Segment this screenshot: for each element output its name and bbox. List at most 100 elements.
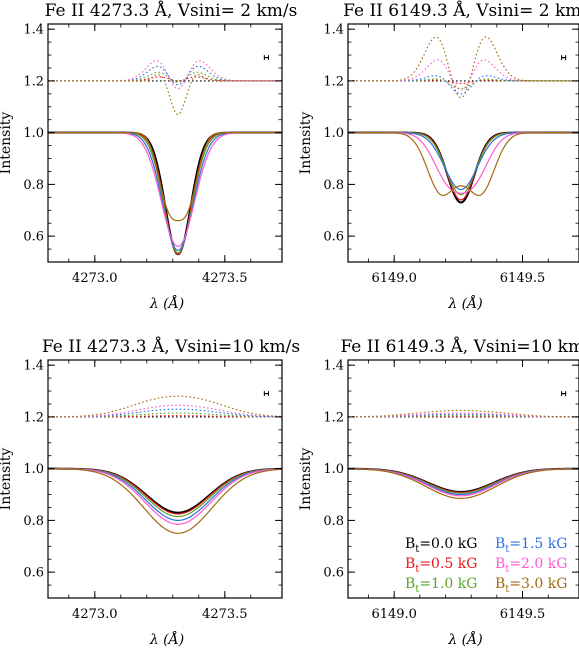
profile-curve-B-2-0 — [47, 468, 283, 525]
legend-entry-subscript: t — [505, 584, 509, 595]
y-tick-label: 1.2 — [323, 74, 344, 89]
x-tick-label: 4273.5 — [202, 271, 248, 286]
profile-curve-B-0-0 — [347, 467, 579, 493]
x-tick-label: 6149.0 — [371, 271, 417, 286]
profile-curve-B-0-0 — [48, 131, 282, 256]
difference-curve-B-0-5 — [48, 76, 282, 82]
y-tick-label: 0.6 — [23, 566, 44, 581]
legend-entry-value: =0.0 kG — [419, 536, 477, 552]
y-tick-label: 1.2 — [23, 410, 44, 425]
y-tick-label: 0.8 — [323, 178, 344, 193]
chart-panel-1: Fe II 4273.3 Å, Vsini= 2 km/s 0.6 0.8 1.0 1.… — [0, 0, 297, 312]
legend-entry-subscript: t — [415, 584, 419, 595]
legend-entry-symbol: B — [495, 576, 505, 592]
profile-curve-B-3-0 — [347, 468, 579, 500]
profile-curve-B-3-0 — [348, 132, 579, 197]
x-axis-label: λ (Å) — [149, 630, 184, 648]
legend-entry-subscript: t — [505, 564, 509, 575]
legend-entry-symbol: B — [405, 536, 415, 552]
x-tick-label: 4273.0 — [72, 271, 118, 286]
y-tick-label: 1.0 — [23, 126, 44, 141]
chart-title: Fe II 6149.3 Å, Vsini= 2 km/s — [343, 0, 579, 21]
difference-curve-B-1-5 — [348, 75, 579, 95]
legend-entry-value: =0.5 kG — [419, 556, 477, 572]
profile-curve-B-3-0 — [48, 132, 282, 222]
legend-entry-value: =1.5 kG — [509, 536, 567, 552]
x-axis-label: λ (Å) — [447, 630, 482, 648]
y-tick-label: 0.8 — [23, 514, 44, 529]
chart-panel-3: Fe II 4273.3 Å, Vsini=10 km/s 0.6 0.8 1.0 1.… — [0, 336, 300, 648]
legend-entry-value: =3.0 kG — [509, 576, 567, 592]
legend-entry: Bt=3.0 kG — [495, 576, 567, 595]
y-tick-label: 0.8 — [323, 514, 344, 529]
profile-curve-B-0-5 — [348, 132, 579, 201]
legend-entry-symbol: B — [405, 556, 415, 572]
difference-curve-B-0-5 — [48, 415, 282, 418]
profile-curve-B-1-0 — [48, 132, 282, 254]
difference-curve-B-1-5 — [48, 65, 282, 86]
plot-frame — [47, 23, 283, 263]
y-tick-label: 1.0 — [23, 462, 44, 477]
y-tick-label: 1.2 — [23, 74, 44, 89]
x-tick-label: 6149.0 — [371, 607, 417, 622]
chart-title: Fe II 6149.3 Å, Vsini=10 km/s — [340, 336, 579, 357]
legend-entry-value: =1.0 kG — [419, 576, 477, 592]
legend-entry: Bt=1.0 kG — [405, 576, 477, 595]
plot-frame — [47, 359, 283, 599]
x-axis-label: λ (Å) — [447, 294, 482, 312]
y-tick-label: 0.6 — [323, 230, 344, 245]
x-tick-label: 6149.5 — [500, 607, 546, 622]
profile-curve-B-1-5 — [48, 132, 282, 251]
y-tick-label: 0.8 — [23, 178, 44, 193]
y-axis-label: Intensity — [298, 448, 314, 511]
difference-curve-B-1-5 — [47, 408, 282, 418]
profile-curve-B-0-5 — [347, 468, 579, 494]
chart-panel-2: Fe II 6149.3 Å, Vsini= 2 km/s 0.6 0.8 1.0 1.… — [298, 0, 579, 312]
profile-curve-B-2-0 — [48, 132, 282, 248]
difference-curve-B-3-0 — [348, 36, 579, 99]
difference-curve-B-2-0 — [48, 404, 283, 418]
difference-curve-B-3-0 — [347, 409, 579, 418]
profile-curve-B-3-0 — [48, 468, 283, 534]
legend-entry-symbol: B — [405, 576, 415, 592]
plot-frame — [347, 23, 579, 263]
legend-entry-symbol: B — [495, 556, 505, 572]
legend-entry-value: =2.0 kG — [509, 556, 567, 572]
y-tick-label: 0.6 — [323, 566, 344, 581]
profile-curve-B-1-5 — [347, 468, 579, 496]
profile-curve-B-1-0 — [348, 132, 579, 196]
y-tick-label: 1.4 — [23, 359, 44, 374]
y-axis-label: Intensity — [0, 448, 14, 511]
chart-panel-4: Fe II 6149.3 Å, Vsini=10 km/s 0.6 0.8 1.0 1.… — [298, 336, 579, 648]
y-tick-label: 1.2 — [323, 410, 344, 425]
legend-entry: Bt=1.5 kG — [495, 536, 567, 555]
difference-curve-B-1-0 — [348, 78, 579, 90]
legend-entry-subscript: t — [415, 564, 419, 575]
legend-entry: Bt=2.0 kG — [495, 556, 567, 575]
profile-curve-B-1-0 — [348, 468, 579, 494]
difference-curve-B-2-0 — [348, 59, 579, 91]
y-tick-label: 1.0 — [323, 462, 344, 477]
y-axis-label: Intensity — [0, 112, 14, 175]
profile-curve-B-0-5 — [48, 468, 283, 515]
x-tick-label: 4273.0 — [72, 607, 118, 622]
profile-curve-B-0-0 — [348, 131, 579, 204]
y-tick-label: 1.0 — [323, 126, 344, 141]
difference-curve-B-2-0 — [48, 60, 282, 90]
y-tick-label: 1.4 — [323, 359, 344, 374]
legend-entry: Bt=0.5 kG — [405, 556, 477, 575]
y-tick-label: 1.4 — [323, 23, 344, 38]
y-tick-label: 1.4 — [23, 23, 44, 38]
x-axis-label: λ (Å) — [149, 294, 184, 312]
y-axis-label: Intensity — [298, 112, 314, 175]
x-tick-label: 6149.5 — [500, 271, 546, 286]
legend-entry-symbol: B — [495, 536, 505, 552]
chart-title: Fe II 4273.3 Å, Vsini=10 km/s — [42, 336, 300, 357]
profile-curve-B-2-0 — [348, 132, 579, 194]
plot-frame — [347, 359, 579, 599]
profile-curve-B-1-5 — [348, 132, 579, 191]
legend-entry-subscript: t — [505, 544, 509, 555]
